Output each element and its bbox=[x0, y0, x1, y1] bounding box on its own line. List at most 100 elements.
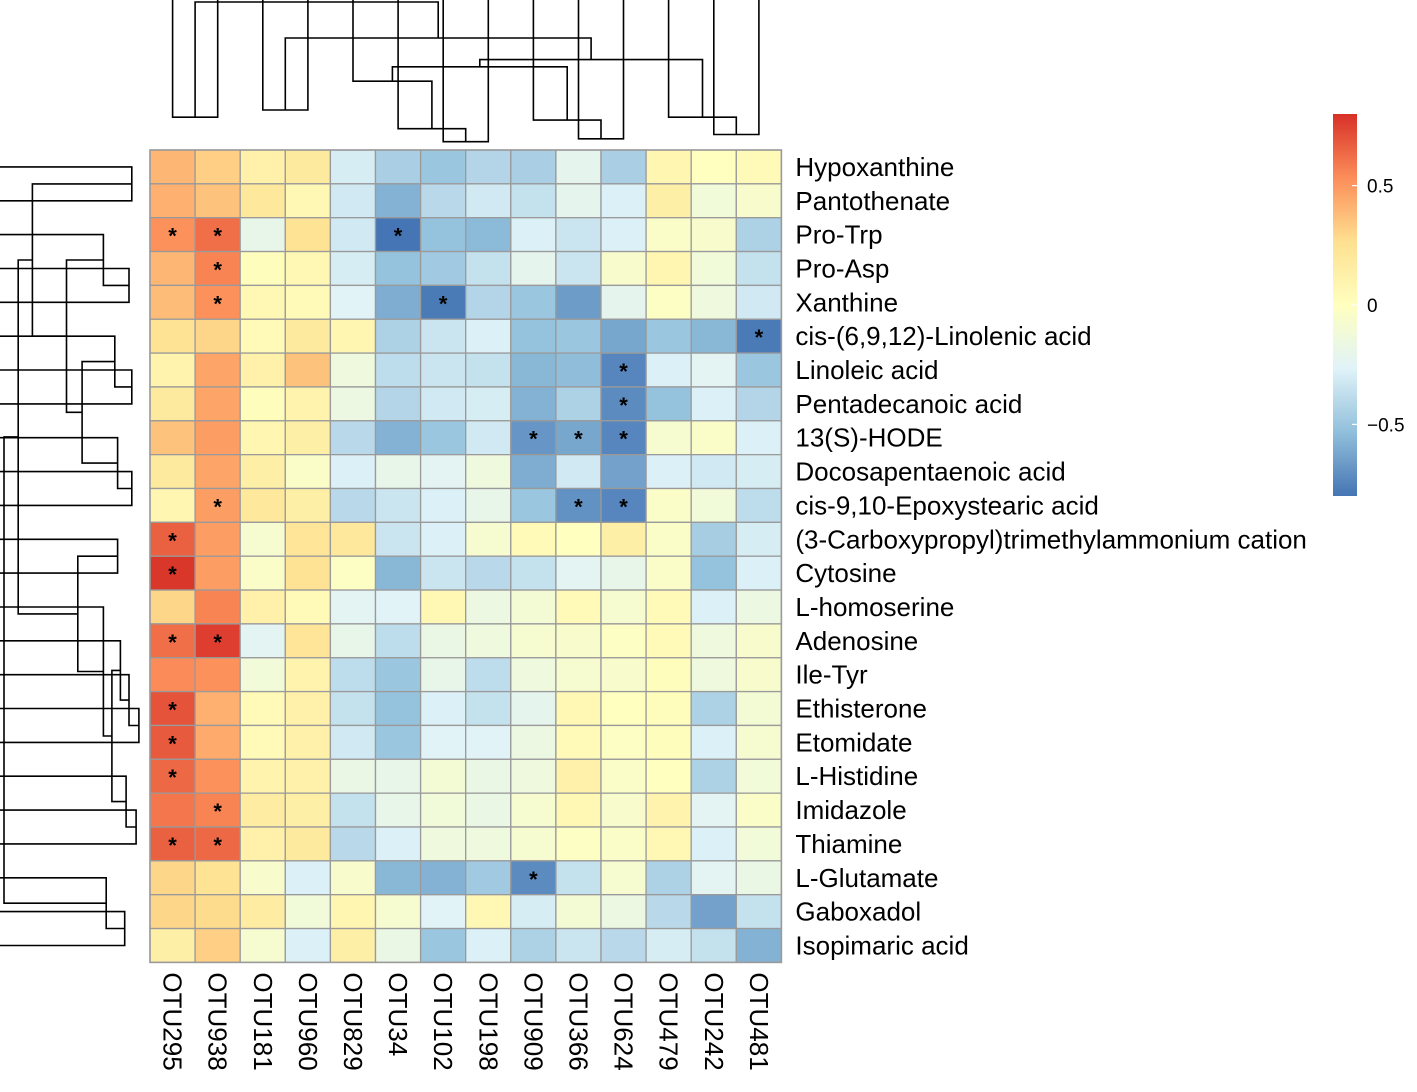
heatmap-cell-cis-9-10-epoxystearic-acid-otu198 bbox=[465, 487, 512, 523]
heatmap-cell-pantothenate-otu295 bbox=[149, 183, 196, 219]
heatmap-cell-hypoxanthine-otu481 bbox=[735, 149, 783, 185]
heatmap-cell-cytosine-otu242 bbox=[690, 555, 737, 591]
row-label-13-s-hode: 13(S)-HODE bbox=[795, 423, 942, 453]
column-label-otu242: OTU242 bbox=[699, 972, 729, 1070]
heatmap-cell-docosapentaenoic-acid-otu479 bbox=[645, 453, 692, 490]
heatmap-cell-pentadecanoic-acid-otu960 bbox=[284, 386, 332, 422]
heatmap-cell-l-histidine-otu829 bbox=[329, 758, 377, 794]
dendrogram-branch bbox=[0, 707, 140, 744]
heatmap-cell-cis-9-10-epoxystearic-acid-otu909 bbox=[510, 487, 557, 523]
significance-star: * bbox=[168, 630, 177, 655]
heatmap-cell-ile-tyr-otu34 bbox=[374, 657, 422, 693]
heatmap-cell-pro-trp-otu960 bbox=[284, 217, 332, 253]
heatmap-cell-isopimaric-acid-otu198 bbox=[465, 927, 512, 964]
heatmap-cell-etomidate-otu909 bbox=[510, 724, 557, 760]
row-label-pantothenate: Pantothenate bbox=[795, 186, 950, 216]
heatmap-cell-isopimaric-acid-otu181 bbox=[239, 927, 286, 964]
heatmap-cell-linoleic-acid-otu181 bbox=[239, 352, 286, 388]
heatmap-cell-docosapentaenoic-acid-otu960 bbox=[284, 453, 332, 490]
heatmap-cell-docosapentaenoic-acid-otu34 bbox=[374, 453, 422, 490]
color-legend: 0.5 0 −0.5 bbox=[1333, 114, 1405, 496]
heatmap-cell-cis-9-10-epoxystearic-acid-otu295 bbox=[149, 487, 196, 523]
heatmap-cell-gaboxadol-otu938 bbox=[194, 894, 241, 930]
dendrogram-branch bbox=[0, 809, 137, 845]
dendrogram-branch bbox=[0, 436, 132, 490]
significance-star: * bbox=[168, 528, 177, 553]
heatmap-cell-l-histidine-otu102 bbox=[419, 758, 467, 794]
heatmap-cell-ile-tyr-otu479 bbox=[645, 657, 692, 693]
heatmap-cell-pro-trp-otu181 bbox=[239, 217, 286, 253]
heatmap-cell-cis-9-10-epoxystearic-acid-otu624 bbox=[600, 487, 647, 523]
heatmap-cell-pro-trp-otu198 bbox=[465, 217, 512, 253]
dendrogram-branch bbox=[81, 360, 118, 464]
heatmap-cell-l-homoserine-otu909 bbox=[510, 589, 557, 625]
heatmap-cell-l-histidine-otu295 bbox=[149, 758, 196, 794]
heatmap-cell-cis-6-9-12-linolenic-acid-otu938 bbox=[194, 318, 241, 354]
heatmap-cell-pentadecanoic-acid-otu938 bbox=[194, 386, 241, 422]
heatmap-cell-cis-6-9-12-linolenic-acid-otu909 bbox=[510, 318, 557, 354]
column-label-otu102: OTU102 bbox=[428, 972, 458, 1070]
significance-star: * bbox=[168, 698, 177, 723]
significance-star: * bbox=[529, 427, 538, 452]
significance-star: * bbox=[213, 630, 222, 655]
heatmap-cell-linoleic-acid-otu295 bbox=[149, 352, 196, 388]
heatmap-cell-pantothenate-otu242 bbox=[690, 183, 737, 219]
row-dendrogram bbox=[0, 166, 140, 947]
heatmap-cell-isopimaric-acid-otu102 bbox=[419, 927, 467, 964]
heatmap-cell-3-carboxypropyl-trimethylammonium-cation-otu960 bbox=[284, 521, 332, 557]
heatmap-cell-gaboxadol-otu960 bbox=[284, 894, 332, 930]
heatmap-cell-imidazole-otu624 bbox=[600, 792, 647, 828]
heatmap-cell-pro-asp-otu34 bbox=[374, 250, 422, 287]
heatmap-cell-l-glutamate-otu938 bbox=[194, 860, 241, 896]
heatmap-cell-ethisterone-otu34 bbox=[374, 690, 422, 727]
heatmap-cell-3-carboxypropyl-trimethylammonium-cation-otu198 bbox=[465, 521, 512, 557]
heatmap-cell-hypoxanthine-otu181 bbox=[239, 149, 286, 185]
heatmap-cell-gaboxadol-otu34 bbox=[374, 894, 422, 930]
heatmap-cell-l-homoserine-otu198 bbox=[465, 589, 512, 625]
heatmap-cell-pentadecanoic-acid-otu181 bbox=[239, 386, 286, 422]
heatmap-cell-13-s-hode-otu960 bbox=[284, 420, 332, 456]
heatmap-cell-thiamine-otu909 bbox=[510, 826, 557, 862]
heatmap-cell-etomidate-otu938 bbox=[194, 724, 241, 760]
heatmap-cell-thiamine-otu960 bbox=[284, 826, 332, 862]
heatmap-cell-ile-tyr-otu198 bbox=[465, 657, 512, 693]
heatmap-cell-pro-asp-otu624 bbox=[600, 250, 647, 287]
heatmap-cell-ethisterone-otu909 bbox=[510, 690, 557, 727]
row-label-etomidate: Etomidate bbox=[795, 727, 912, 757]
heatmap-cell-imidazole-otu481 bbox=[735, 792, 783, 828]
heatmap-cell-l-glutamate-otu34 bbox=[374, 860, 422, 896]
heatmap-cell-3-carboxypropyl-trimethylammonium-cation-otu366 bbox=[555, 521, 602, 557]
significance-markers: * * * * * * * * * * * * * * * * * * * * * * * * * * bbox=[168, 224, 763, 892]
heatmap-cell-cis-6-9-12-linolenic-acid-otu181 bbox=[239, 318, 286, 354]
heatmap-cell-isopimaric-acid-otu938 bbox=[194, 927, 241, 964]
significance-star: * bbox=[619, 393, 628, 418]
heatmap-cell-hypoxanthine-otu829 bbox=[329, 149, 377, 185]
column-label-otu198: OTU198 bbox=[473, 972, 503, 1070]
heatmap-cell-gaboxadol-otu198 bbox=[465, 894, 512, 930]
column-label-otu960: OTU960 bbox=[293, 972, 323, 1070]
significance-star: * bbox=[168, 731, 177, 756]
heatmap-cell-adenosine-otu481 bbox=[735, 623, 783, 659]
heatmap-cell-isopimaric-acid-otu295 bbox=[149, 927, 196, 964]
dendrogram-branch bbox=[532, 0, 602, 139]
heatmap-cell-xanthine-otu960 bbox=[284, 284, 332, 320]
heatmap-cell-imidazole-otu829 bbox=[329, 792, 377, 828]
heatmap-cell-isopimaric-acid-otu34 bbox=[374, 927, 422, 964]
dendrogram-branch bbox=[194, 1, 439, 118]
heatmap-cell-cis-6-9-12-linolenic-acid-otu624 bbox=[600, 318, 647, 354]
heatmap-cell-adenosine-otu960 bbox=[284, 623, 332, 659]
heatmap-cell-pantothenate-otu102 bbox=[419, 183, 467, 219]
heatmap-cell-l-histidine-otu960 bbox=[284, 758, 332, 794]
dendrogram-branch bbox=[284, 37, 592, 110]
heatmap-cell-ile-tyr-otu624 bbox=[600, 657, 647, 693]
heatmap-cell-linoleic-acid-otu34 bbox=[374, 352, 422, 388]
significance-star: * bbox=[213, 291, 222, 316]
heatmap-cell-cis-6-9-12-linolenic-acid-otu366 bbox=[555, 318, 602, 354]
heatmap-cell-ile-tyr-otu295 bbox=[149, 657, 196, 693]
column-label-otu481: OTU481 bbox=[744, 972, 774, 1070]
heatmap-cell-etomidate-otu481 bbox=[735, 724, 783, 760]
heatmap-cell-pentadecanoic-acid-otu242 bbox=[690, 386, 737, 422]
heatmap-cell-etomidate-otu181 bbox=[239, 724, 286, 760]
column-label-otu34: OTU34 bbox=[383, 972, 413, 1056]
